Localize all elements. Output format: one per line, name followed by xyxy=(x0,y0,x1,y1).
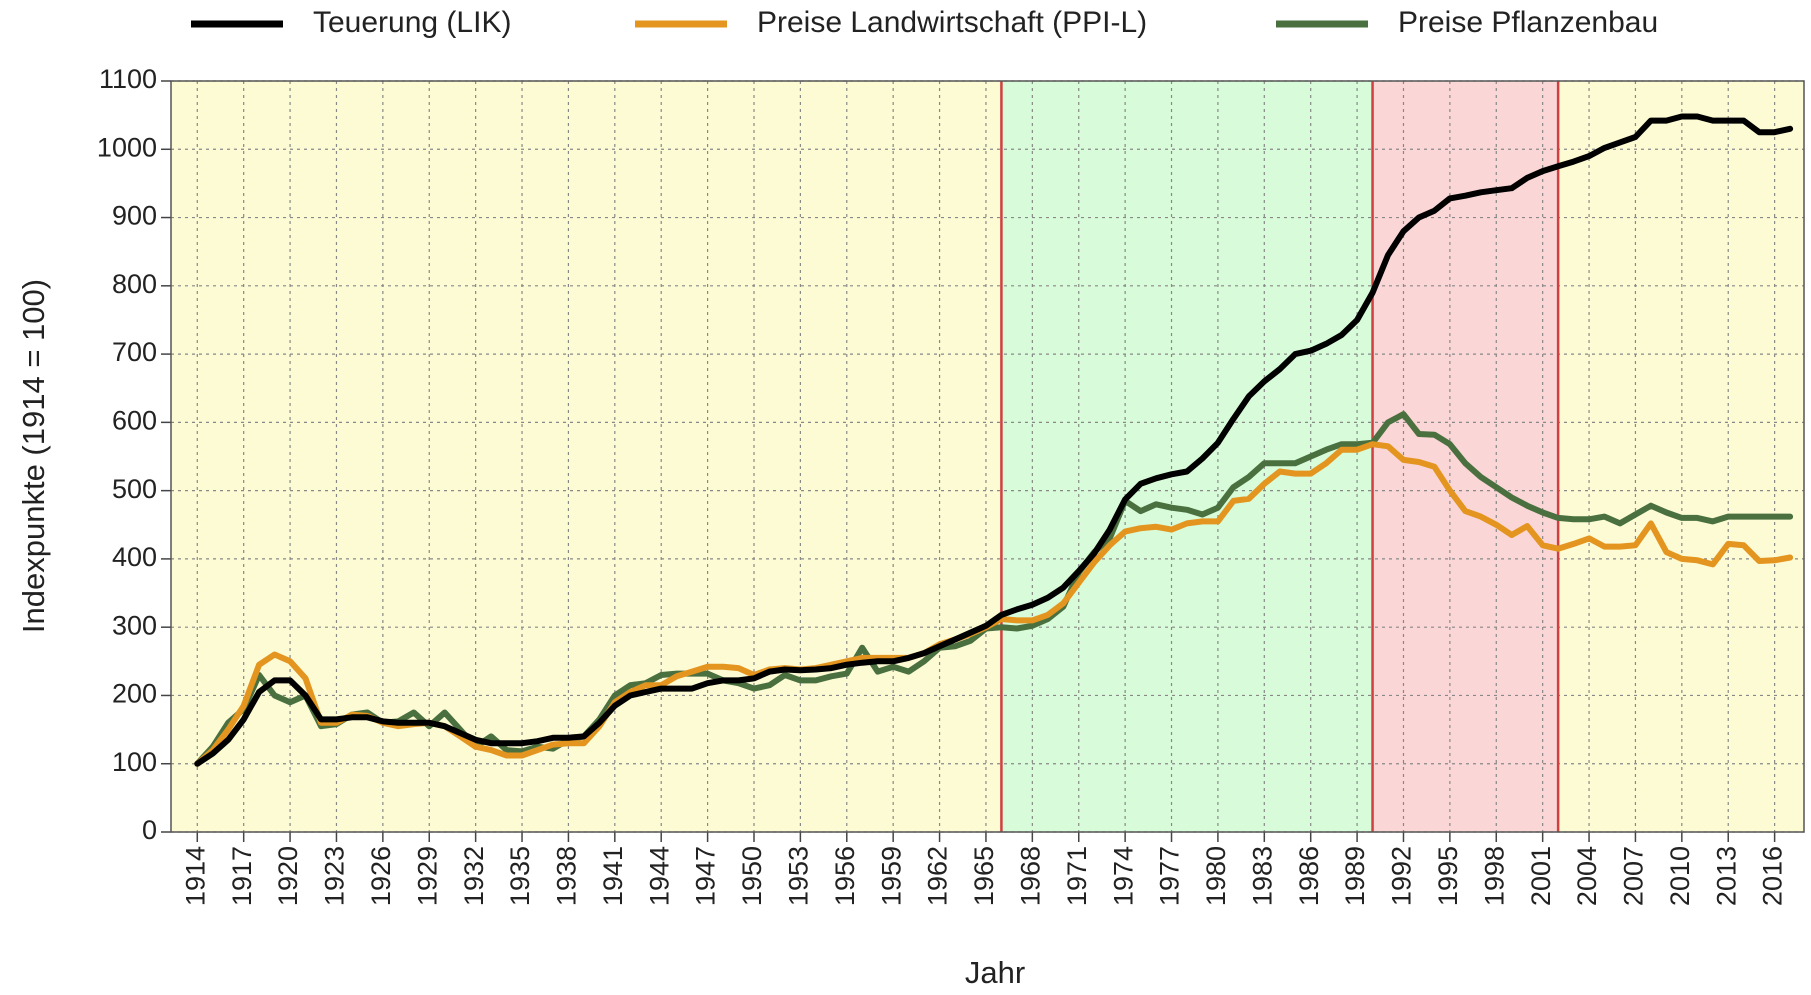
x-tick-label: 1938 xyxy=(552,846,582,906)
y-tick-label: 800 xyxy=(112,269,157,299)
x-tick-label: 1950 xyxy=(737,846,767,906)
x-tick-label: 1998 xyxy=(1479,846,1509,906)
x-tick-label: 1935 xyxy=(505,846,535,906)
y-tick-label: 700 xyxy=(112,337,157,367)
x-tick-label: 1944 xyxy=(644,846,674,906)
y-tick-label: 0 xyxy=(142,815,157,845)
x-tick-label: 1929 xyxy=(412,846,442,906)
y-tick-label: 900 xyxy=(112,201,157,231)
x-tick-label: 1995 xyxy=(1433,846,1463,906)
x-tick-label: 1968 xyxy=(1015,846,1045,906)
x-tick-label: 1974 xyxy=(1108,846,1138,906)
x-tick-label: 2016 xyxy=(1758,846,1788,906)
shaded-period xyxy=(1558,81,1804,832)
x-tick-label: 1947 xyxy=(691,846,721,906)
x-tick-label: 1986 xyxy=(1294,846,1324,906)
series-line xyxy=(194,113,1794,767)
y-tick-label: 500 xyxy=(112,474,157,504)
x-tick-label: 1983 xyxy=(1247,846,1277,906)
x-tick-label: 1962 xyxy=(923,846,953,906)
y-axis-title: Indexpunkte (1914 = 100) xyxy=(16,279,51,633)
x-tick-label: 2010 xyxy=(1665,846,1695,906)
x-tick-label: 2001 xyxy=(1526,846,1556,906)
x-tick-label: 1980 xyxy=(1201,846,1231,906)
x-tick-label: 2004 xyxy=(1572,846,1602,906)
y-tick-label: 200 xyxy=(112,679,157,709)
x-tick-label: 1917 xyxy=(227,846,257,906)
x-axis-title: Jahr xyxy=(965,955,1025,990)
x-tick-label: 1977 xyxy=(1155,846,1185,906)
plot-frame xyxy=(170,80,1805,833)
x-tick-label: 1965 xyxy=(969,846,999,906)
legend-label: Teuerung (LIK) xyxy=(313,6,511,39)
x-tick-label: 1941 xyxy=(598,846,628,906)
x-tick-label: 1956 xyxy=(830,846,860,906)
x-tick-label: 2007 xyxy=(1619,846,1649,906)
y-tick-label: 400 xyxy=(112,542,157,572)
x-tick-label: 1992 xyxy=(1387,846,1417,906)
y-tick-label: 1100 xyxy=(99,64,157,94)
x-tick-label: 1914 xyxy=(180,846,210,906)
x-tick-label: 1920 xyxy=(273,846,303,906)
shaded-period xyxy=(171,81,1002,832)
x-tick-label: 1932 xyxy=(459,846,489,906)
x-tick-label: 1923 xyxy=(320,846,350,906)
y-tick-label: 300 xyxy=(112,610,157,640)
y-tick-label: 100 xyxy=(112,747,157,777)
x-tick-label: 1971 xyxy=(1062,846,1092,906)
legend-label: Preise Landwirtschaft (PPI-L) xyxy=(757,6,1147,39)
legend-label: Preise Pflanzenbau xyxy=(1398,6,1658,39)
y-tick-label: 600 xyxy=(112,405,157,435)
x-tick-label: 2013 xyxy=(1711,846,1741,906)
y-tick-label: 1000 xyxy=(97,132,157,162)
x-tick-label: 1926 xyxy=(366,846,396,906)
x-tick-label: 1953 xyxy=(784,846,814,906)
x-tick-label: 1989 xyxy=(1340,846,1370,906)
x-tick-label: 1959 xyxy=(876,846,906,906)
